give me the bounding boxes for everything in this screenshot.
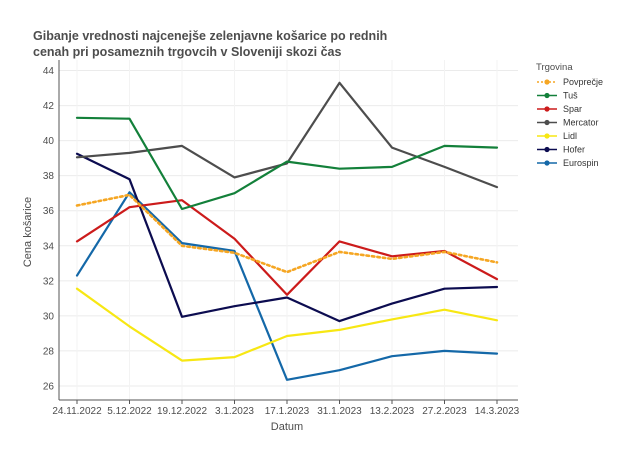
y-tick-label: 44 (43, 66, 55, 77)
legend-items: Povprečje Tuš Spar Mercator Lidl Hofer Eurospi… (537, 77, 603, 168)
legend-item-lidl: Lidl (537, 131, 577, 141)
x-tick-label: 17.1.2023 (265, 406, 310, 417)
legend-item-eurospin: Eurospin (537, 158, 599, 168)
legend-title: Trgovina (536, 62, 573, 73)
legend-label: Tuš (563, 91, 578, 101)
legend-label: Lidl (563, 131, 577, 141)
legend-swatch-marker (544, 79, 550, 85)
legend-item-spar: Spar (537, 104, 582, 114)
x-tick-label: 14.3.2023 (475, 406, 520, 417)
legend-item-mercator: Mercator (537, 118, 599, 128)
legend-item-hofer: Hofer (537, 145, 585, 155)
y-tick-label: 26 (43, 381, 55, 392)
legend-label: Povprečje (563, 77, 603, 87)
x-tick-label: 3.1.2023 (215, 406, 254, 417)
series-line-spar (75, 199, 499, 296)
y-tick-label: 28 (43, 346, 55, 357)
y-axis-title: Cena košarice (22, 197, 34, 267)
x-tick-labels: 24.11.2022 5.12.2022 19.12.2022 3.1.2023 17.… (52, 406, 519, 417)
axes (58, 60, 518, 404)
chart-title-line-2: cenah pri posameznih trgovcih v Slovenij… (33, 45, 341, 59)
legend-label: Eurospin (563, 158, 599, 168)
x-tick-label: 13.2.2023 (370, 406, 415, 417)
x-axis-title: Datum (271, 421, 303, 433)
chart-title: Gibanje vrednosti najcenejše zelenjavne … (33, 29, 387, 59)
legend-swatch-marker (544, 133, 550, 139)
series-line-hofer (75, 152, 499, 323)
series-line-eurospin (75, 191, 499, 381)
legend-swatch-marker (544, 160, 550, 166)
y-tick-label: 38 (43, 171, 55, 182)
legend-label: Spar (563, 104, 582, 114)
x-tick-label: 5.12.2022 (107, 406, 152, 417)
series-line-tuš (75, 116, 499, 211)
legend: Trgovina Povprečje Tuš Spar Mercator Lidl Hof… (536, 62, 603, 168)
series-line-lidl (75, 287, 499, 362)
y-tick-label: 34 (43, 241, 55, 252)
y-tick-label: 32 (43, 276, 55, 287)
legend-label: Mercator (563, 118, 599, 128)
legend-swatch-marker (544, 146, 550, 153)
x-tick-label: 19.12.2022 (157, 406, 207, 417)
legend-swatch-marker (544, 106, 550, 112)
y-tick-label: 30 (43, 311, 55, 322)
series-line-povprečje (75, 193, 499, 274)
y-tick-labels: 26 28 30 32 34 36 38 40 42 44 (43, 66, 55, 392)
x-tick-label: 24.11.2022 (52, 406, 102, 417)
y-tick-label: 36 (43, 206, 55, 217)
x-tick-label: 27.2.2023 (422, 406, 467, 417)
y-tick-label: 40 (43, 136, 55, 147)
legend-swatch-marker (544, 119, 550, 126)
chart-title-line-1: Gibanje vrednosti najcenejše zelenjavne … (33, 29, 387, 43)
legend-label: Hofer (563, 145, 585, 155)
legend-item-povprečje: Povprečje (537, 77, 603, 87)
legend-item-tuš: Tuš (537, 91, 578, 101)
series-lines (75, 81, 499, 381)
y-tick-label: 42 (43, 101, 55, 112)
grid-lines (59, 60, 518, 400)
legend-swatch-marker (544, 92, 550, 99)
x-tick-label: 31.1.2023 (317, 406, 362, 417)
